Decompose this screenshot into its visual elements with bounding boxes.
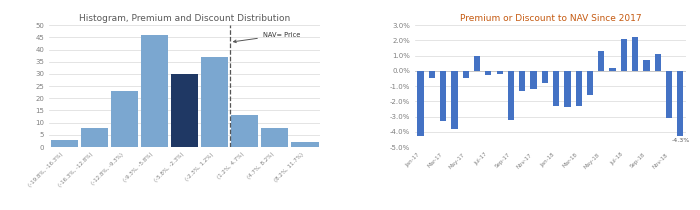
Bar xyxy=(80,127,108,147)
Bar xyxy=(417,71,424,136)
Bar xyxy=(643,60,650,71)
Bar xyxy=(587,71,593,95)
Bar xyxy=(485,71,491,75)
Bar xyxy=(542,71,548,83)
Bar xyxy=(111,91,138,147)
Bar xyxy=(261,127,288,147)
Bar xyxy=(598,51,604,71)
Bar xyxy=(231,115,258,147)
Text: -4.3%: -4.3% xyxy=(671,138,690,143)
Bar xyxy=(474,56,480,71)
Bar xyxy=(496,71,503,74)
Bar xyxy=(201,57,228,147)
Bar xyxy=(429,71,435,79)
Bar xyxy=(632,37,638,71)
Bar xyxy=(677,71,683,136)
Bar xyxy=(291,142,318,147)
Bar xyxy=(531,71,537,89)
Bar xyxy=(171,74,198,147)
Bar xyxy=(519,71,525,91)
Bar xyxy=(621,39,627,71)
Bar xyxy=(575,71,582,106)
Bar xyxy=(508,71,514,120)
Title: Premium or Discount to NAV Since 2017: Premium or Discount to NAV Since 2017 xyxy=(460,14,641,23)
Title: Histogram, Premium and Discount Distribution: Histogram, Premium and Discount Distribu… xyxy=(79,14,290,23)
Bar xyxy=(141,35,168,147)
Bar xyxy=(610,68,616,71)
Bar xyxy=(553,71,559,106)
Bar xyxy=(50,140,78,147)
Bar xyxy=(440,71,447,121)
Bar xyxy=(564,71,570,108)
Text: NAV= Price: NAV= Price xyxy=(234,32,300,43)
Bar xyxy=(452,71,458,129)
Bar xyxy=(654,54,661,71)
Bar xyxy=(666,71,672,118)
Bar xyxy=(463,71,469,79)
